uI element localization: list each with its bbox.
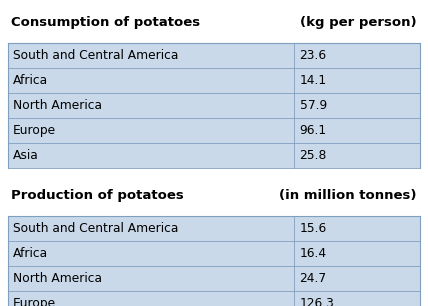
Text: 15.6: 15.6 [300,222,327,235]
Bar [294,241,420,266]
Text: 14.1: 14.1 [300,74,327,87]
Text: South and Central America: South and Central America [13,222,178,235]
Text: 16.4: 16.4 [300,247,327,260]
Bar [294,118,420,143]
Bar [8,68,294,93]
Text: 23.6: 23.6 [300,49,327,62]
Bar [294,266,420,291]
Bar [8,291,294,306]
Text: 25.8: 25.8 [300,149,327,162]
Bar [294,43,420,68]
Bar [8,93,294,118]
Text: 126.3: 126.3 [300,297,334,306]
Bar [294,93,420,118]
Text: North America: North America [13,272,102,285]
Text: South and Central America: South and Central America [13,49,178,62]
Bar [8,143,294,168]
Text: Europe: Europe [13,124,56,137]
Text: 96.1: 96.1 [300,124,327,137]
Text: Asia: Asia [13,149,39,162]
Text: (kg per person): (kg per person) [300,16,417,29]
Bar [294,291,420,306]
Text: 24.7: 24.7 [300,272,327,285]
Bar [8,266,294,291]
Bar [8,216,294,241]
Text: (in million tonnes): (in million tonnes) [279,189,417,202]
Bar [294,68,420,93]
Bar [294,143,420,168]
Text: Production of potatoes: Production of potatoes [11,189,184,202]
Bar [8,241,294,266]
Text: North America: North America [13,99,102,112]
Bar [8,118,294,143]
Text: 57.9: 57.9 [300,99,327,112]
Text: Consumption of potatoes: Consumption of potatoes [11,16,200,29]
Text: Africa: Africa [13,74,48,87]
Text: Africa: Africa [13,247,48,260]
Text: Europe: Europe [13,297,56,306]
Bar [8,43,294,68]
Bar [294,216,420,241]
